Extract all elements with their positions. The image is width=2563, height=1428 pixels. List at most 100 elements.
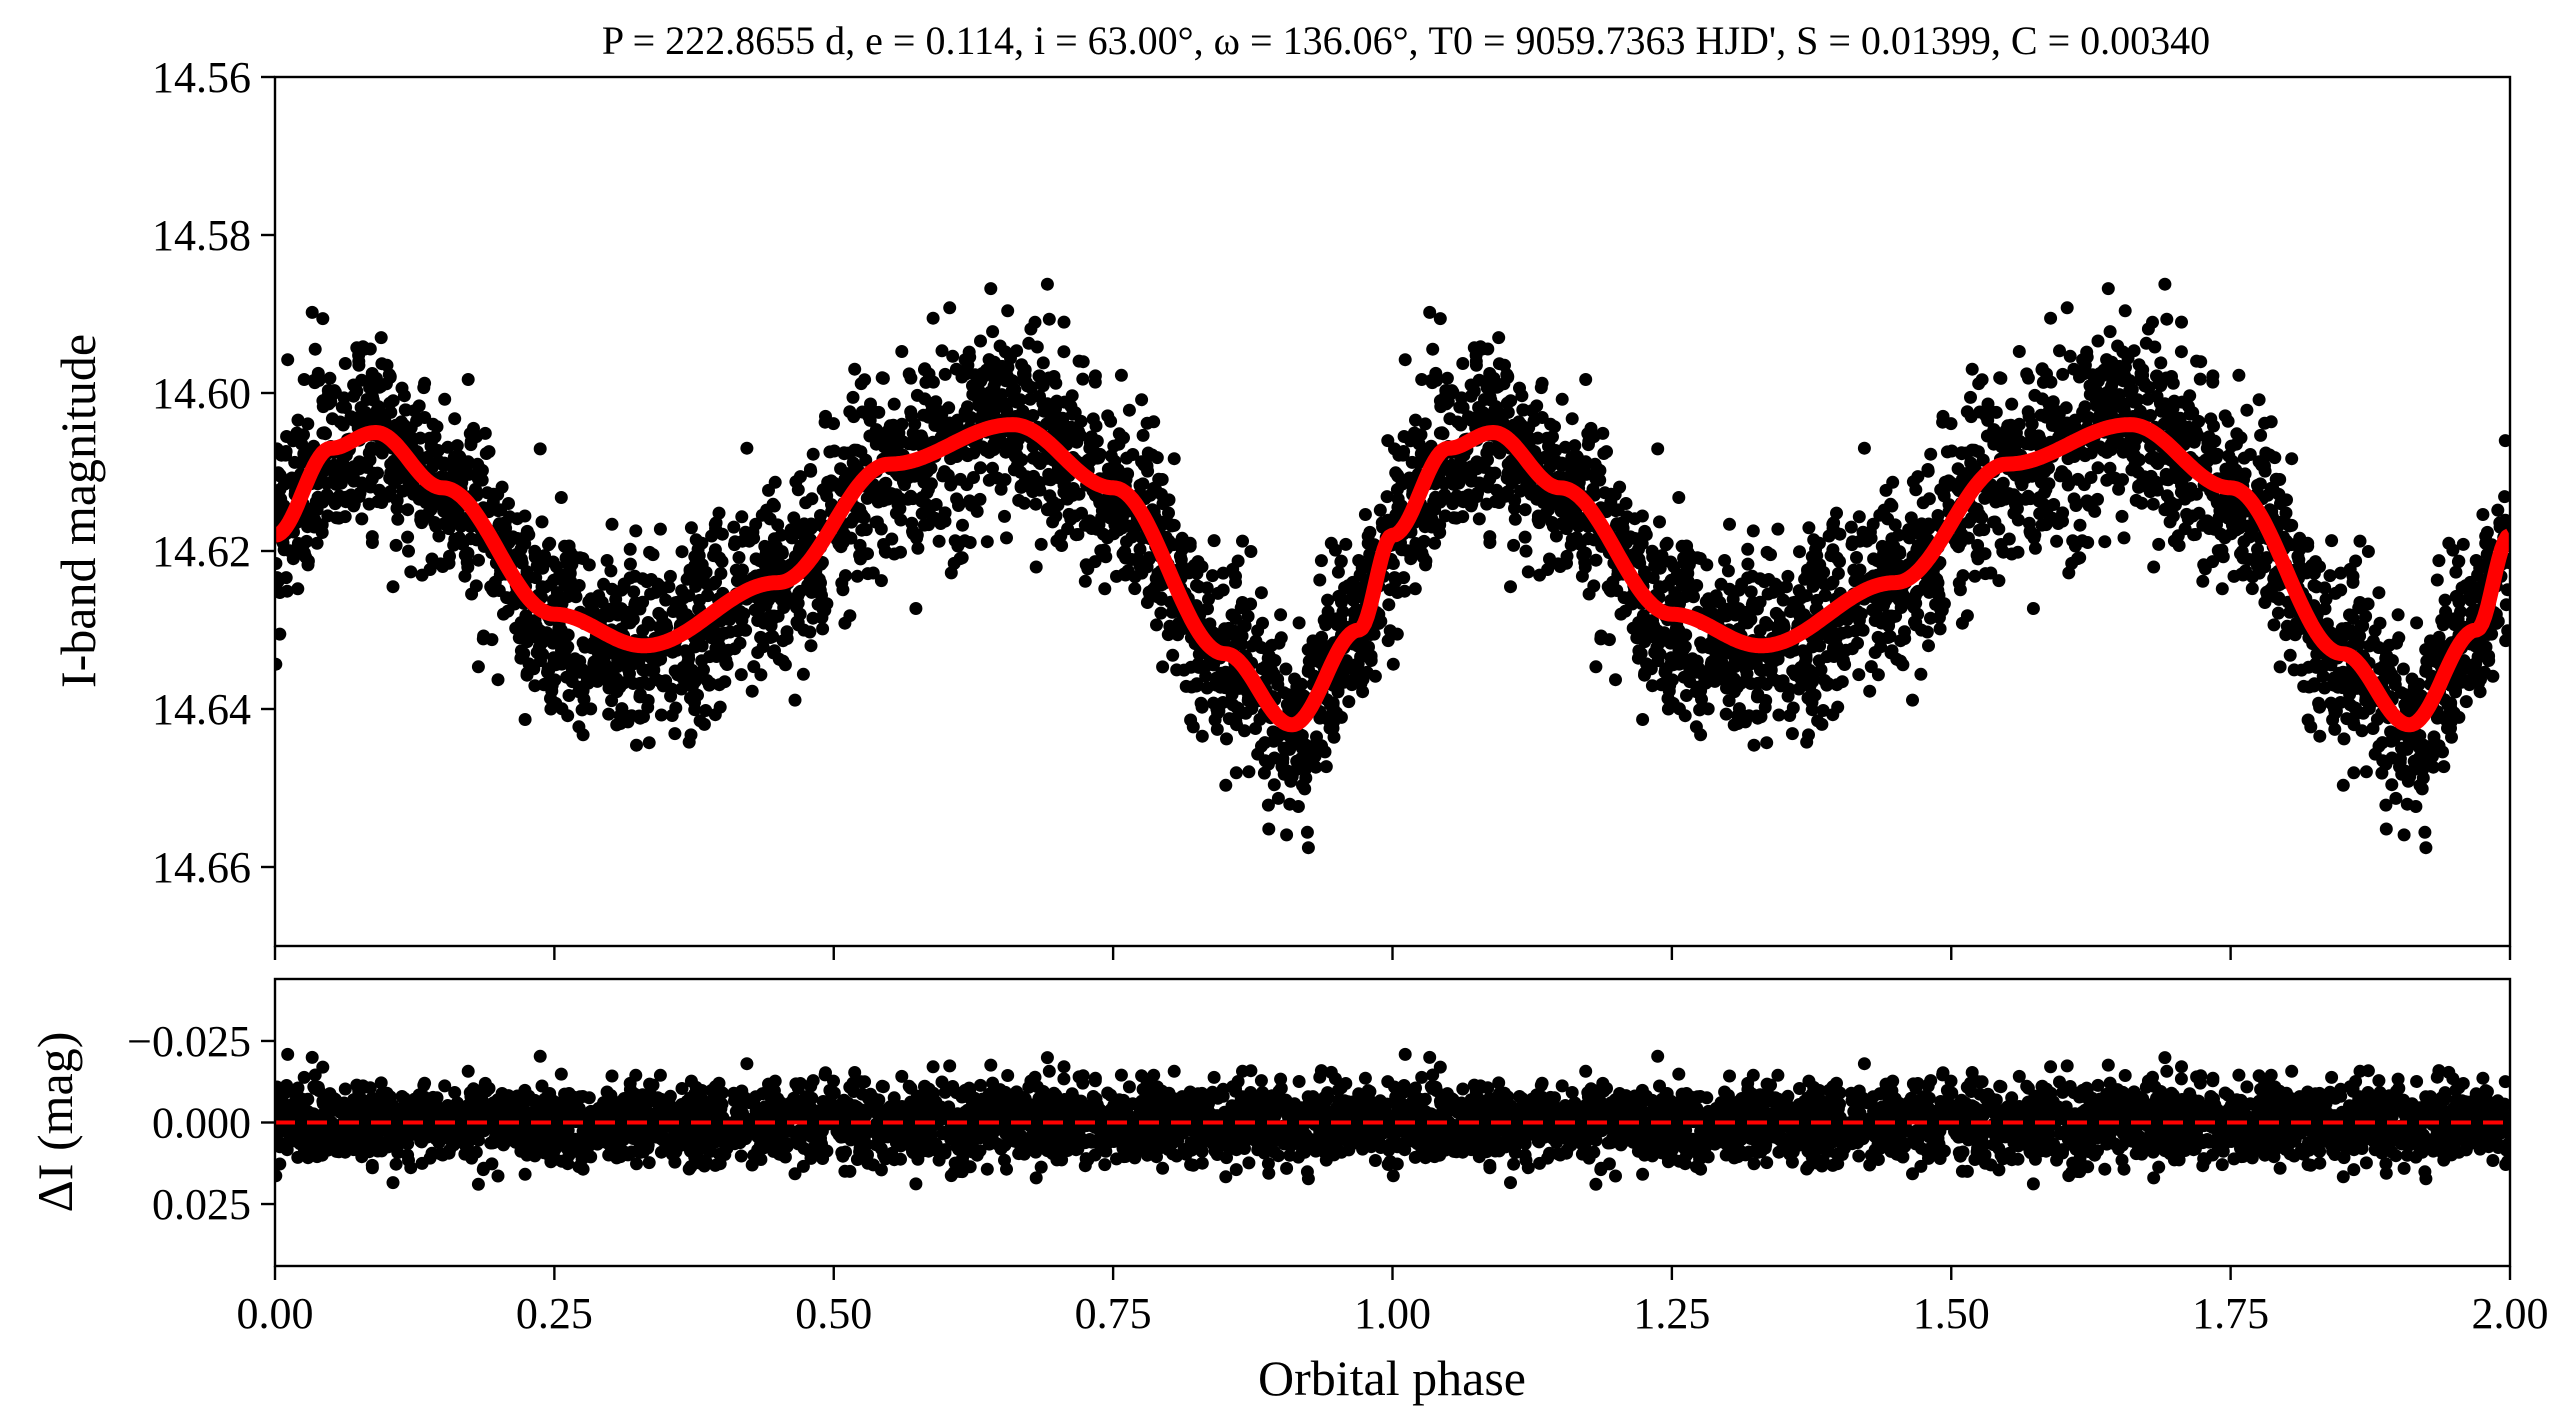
- lightcurve-point: [2237, 451, 2251, 465]
- lightcurve-point: [604, 564, 618, 578]
- lightcurve-point: [2158, 503, 2172, 517]
- lightcurve-point: [1960, 405, 1974, 419]
- lightcurve-point: [1419, 554, 1433, 568]
- lightcurve-point: [514, 616, 528, 629]
- lightcurve-point: [1207, 534, 1221, 548]
- lightcurve-point: [663, 569, 677, 583]
- lightcurve-point: [1746, 524, 1760, 538]
- lightcurve-point: [2313, 729, 2327, 743]
- lightcurve-point: [518, 713, 532, 726]
- lightcurve-point: [576, 728, 590, 742]
- lightcurve-point: [2232, 368, 2246, 382]
- lightcurve-point: [1036, 396, 1050, 410]
- lightcurve-point: [2282, 519, 2296, 533]
- lightcurve-point: [554, 491, 568, 504]
- lightcurve-point: [970, 504, 984, 518]
- lightcurve-point: [1965, 362, 1979, 376]
- lightcurve-point: [2336, 778, 2350, 792]
- lightcurve-point: [1397, 430, 1411, 443]
- lightcurve-point: [955, 551, 969, 565]
- lightcurve-point: [1885, 499, 1899, 513]
- lightcurve-point: [697, 717, 711, 731]
- lightcurve-point: [1675, 539, 1689, 553]
- lightcurve-point: [1356, 685, 1370, 699]
- lightcurve-point: [2215, 507, 2229, 521]
- lightcurve-point: [1070, 421, 1084, 435]
- lightcurve-point: [1856, 525, 1870, 539]
- lightcurve-point: [1968, 569, 1982, 583]
- lightcurve-point: [1805, 703, 1819, 717]
- lightcurve-point: [1784, 605, 1798, 618]
- lightcurve-point: [2196, 574, 2210, 588]
- lightcurve-point: [2167, 394, 2181, 408]
- lightcurve-point: [2319, 592, 2333, 606]
- lightcurve-point: [1412, 437, 1426, 451]
- lightcurve-point: [2410, 616, 2424, 630]
- lightcurve-point: [1440, 371, 1454, 385]
- lightcurve-point: [2499, 634, 2510, 648]
- lightcurve-point: [2375, 736, 2389, 750]
- lightcurve-point: [1967, 443, 1981, 457]
- lightcurve-point: [739, 525, 752, 539]
- lightcurve-point: [1871, 668, 1885, 682]
- lightcurve-point: [1519, 544, 1533, 558]
- lightcurve-point: [848, 362, 862, 376]
- lightcurve-point: [492, 584, 506, 597]
- lightcurve-point: [386, 580, 400, 594]
- lightcurve-point: [401, 503, 415, 517]
- lightcurve-point: [1504, 580, 1517, 594]
- lightcurve-point: [883, 419, 897, 433]
- lightcurve-point: [623, 557, 637, 571]
- lightcurve-point: [1922, 639, 1935, 653]
- lightcurve-point: [804, 639, 818, 653]
- lightcurve-point: [2187, 528, 2201, 542]
- lightcurve-point: [1135, 393, 1149, 407]
- lightcurve-point: [935, 344, 949, 358]
- lightcurve-point: [2235, 545, 2249, 559]
- lightcurve-point: [2150, 369, 2163, 383]
- lightcurve-point: [1924, 447, 1938, 461]
- lightcurve-point: [682, 652, 696, 666]
- lightcurve-point: [827, 444, 841, 458]
- lightcurve-point: [2206, 375, 2220, 389]
- lightcurve-point: [1863, 684, 1877, 698]
- lightcurve-point: [605, 694, 619, 708]
- lightcurve-point: [2396, 662, 2410, 676]
- lightcurve-point: [1571, 451, 1585, 465]
- lightcurve-point: [1994, 538, 2008, 551]
- lightcurve-point: [935, 407, 949, 421]
- lightcurve-point: [1433, 474, 1447, 488]
- lightcurve-point: [1120, 451, 1134, 465]
- lightcurve-point: [318, 426, 331, 440]
- lightcurve-point: [1040, 277, 1054, 291]
- lightcurve-point: [2039, 410, 2053, 424]
- lightcurve-point: [974, 461, 987, 475]
- lightcurve-point: [610, 718, 624, 732]
- lightcurve-point: [1462, 488, 1476, 502]
- lightcurve-point: [1575, 569, 1589, 583]
- lightcurve-point: [595, 595, 609, 609]
- lightcurve-point: [909, 602, 923, 615]
- lightcurve-point: [1508, 512, 1522, 526]
- lightcurve-point: [2460, 674, 2474, 688]
- lightcurve-point: [453, 451, 467, 465]
- lightcurve-point: [1033, 483, 1047, 497]
- lightcurve-point: [788, 693, 802, 707]
- lightcurve-point: [1321, 593, 1335, 607]
- lightcurve-point: [680, 572, 694, 586]
- lightcurve-point: [654, 708, 668, 722]
- lightcurve-point: [2187, 421, 2201, 435]
- lightcurve-point: [774, 528, 788, 542]
- lightcurve-point: [1694, 684, 1708, 698]
- lightcurve-point: [2337, 732, 2351, 746]
- lightcurve-point: [2084, 471, 2098, 484]
- lightcurve-point: [1799, 652, 1813, 666]
- lightcurve-point: [1996, 430, 2009, 444]
- lightcurve-point: [1166, 648, 1180, 662]
- lightcurve-point: [1866, 517, 1880, 531]
- lightcurve-point: [1741, 542, 1755, 556]
- lightcurve-point: [1381, 634, 1395, 648]
- lightcurve-point: [2416, 738, 2430, 752]
- lightcurve-point: [1744, 585, 1758, 599]
- lightcurve-point: [1727, 718, 1741, 732]
